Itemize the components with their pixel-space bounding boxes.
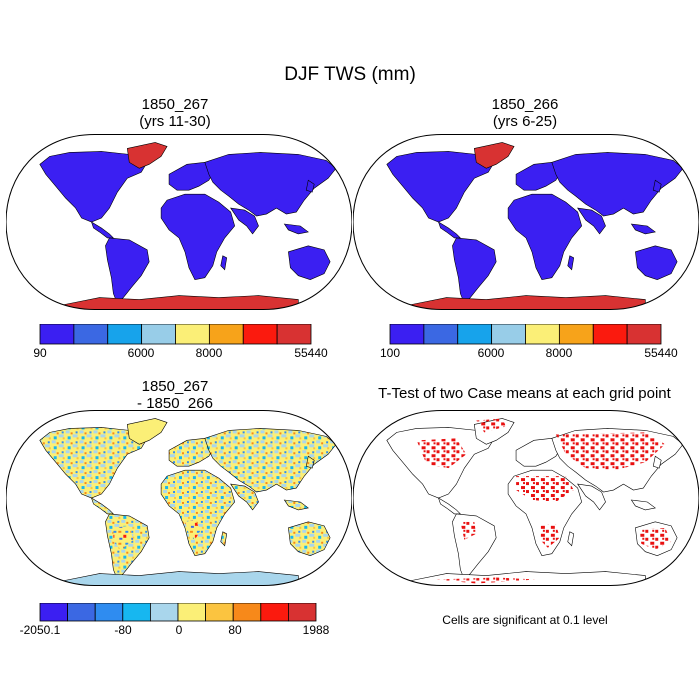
colorbar-box	[67, 603, 96, 622]
colorbar-label: -80	[114, 623, 132, 637]
map-diff	[6, 410, 352, 586]
colorbar-box	[208, 324, 244, 345]
colorbar-box	[558, 324, 594, 345]
colorbar-label: 0	[176, 623, 183, 637]
colorbar-box	[39, 603, 69, 622]
colorbar-box	[141, 324, 176, 345]
colorbar-box	[491, 324, 526, 345]
colorbar-box	[260, 603, 289, 622]
colorbar-label: 6000	[478, 346, 505, 360]
case2-title-line2: (yrs 6-25)	[492, 113, 558, 130]
colorbar-label: 55440	[644, 346, 678, 360]
colorbar-boxes	[39, 324, 312, 345]
colorbar-case1: 90 6000 8000 55440	[33, 324, 328, 360]
colorbar-box	[177, 603, 207, 622]
map-outline	[353, 134, 699, 310]
colorbar-boxes	[389, 324, 662, 345]
colorbar-box	[592, 324, 628, 345]
colorbar-case2: 100 6000 8000 55440	[380, 324, 678, 360]
africa-dry-anomaly	[184, 519, 201, 540]
south-america-anomaly	[113, 525, 134, 550]
colorbar-box	[457, 324, 493, 345]
case2-title-line1: 1850_266	[491, 96, 559, 113]
colorbar-box	[205, 603, 234, 622]
panel-title-diff: 1850_267- 1850_266	[55, 378, 295, 412]
map-ttest	[353, 410, 699, 586]
colorbar-label: 6000	[128, 346, 155, 360]
colorbar-box	[525, 324, 560, 345]
figure-title: DJF TWS (mm)	[284, 64, 416, 85]
case1-title-line2: (yrs 11-30)	[139, 113, 211, 130]
colorbar-label: 100	[380, 346, 400, 360]
colorbar-box	[107, 324, 143, 345]
colorbar-box	[389, 324, 425, 345]
map-case1	[6, 134, 352, 310]
colorbar-boxes	[39, 603, 317, 622]
colorbar-box	[73, 324, 109, 345]
colorbar-label: 90	[33, 346, 47, 360]
panel-title-case2: 1850_266 (yrs 6-25)	[405, 96, 645, 130]
colorbar-label: 8000	[196, 346, 223, 360]
colorbar-box	[94, 603, 124, 622]
ttest-title-line1: T-Test of two Case means at each grid po…	[378, 385, 671, 402]
colorbar-label: 1988	[303, 623, 330, 637]
case1-title-line1: 1850_267	[141, 96, 209, 113]
map-outline	[6, 410, 352, 586]
colorbar-box	[149, 603, 179, 622]
colorbar-box	[175, 324, 210, 345]
colorbar-label: -2050.1	[20, 623, 61, 637]
map-outline	[6, 134, 352, 310]
colorbar-box	[232, 603, 262, 622]
significant-cells	[416, 418, 672, 550]
diff-title-line1: 1850_267	[141, 378, 209, 395]
colorbar-box	[287, 603, 317, 622]
colorbar-label: 55440	[294, 346, 328, 360]
colorbar-box	[39, 324, 75, 345]
colorbar-diff: -2050.1 -80 0 80 1988	[20, 603, 330, 637]
map-case2	[353, 134, 699, 310]
antarctica-significant	[436, 577, 536, 584]
diff-title-line2: - 1850_266	[137, 395, 213, 412]
colorbar-box	[276, 324, 312, 345]
panel-title-case1: 1850_267 (yrs 11-30)	[55, 96, 295, 130]
map-outline	[353, 410, 699, 586]
colorbar-box	[423, 324, 459, 345]
panel-title-ttest: T-Test of two Case means at each grid po…	[352, 385, 697, 402]
colorbar-label: 8000	[546, 346, 573, 360]
ttest-note: Cells are significant at 0.1 level	[442, 613, 608, 627]
colorbar-box	[626, 324, 662, 345]
colorbar-box	[122, 603, 151, 622]
colorbar-label: 80	[228, 623, 242, 637]
colorbar-box	[242, 324, 278, 345]
